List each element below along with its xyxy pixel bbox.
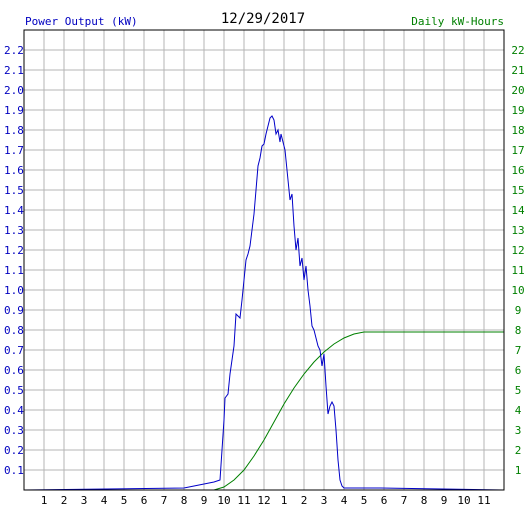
x-tick-label: 8	[181, 494, 188, 507]
y-left-tick-label: 0.1	[4, 464, 24, 477]
x-tick-label: 10	[457, 494, 470, 507]
y-right-tick-label: 16	[511, 164, 524, 177]
y-left-tick-label: 1.4	[4, 204, 24, 217]
x-tick-label: 4	[341, 494, 348, 507]
x-tick-label: 5	[361, 494, 368, 507]
y-right-tick-label: 17	[511, 144, 524, 157]
y-right-tick-label: 3	[515, 424, 522, 437]
x-tick-label: 6	[381, 494, 388, 507]
x-tick-label: 4	[101, 494, 108, 507]
tick-labels: 1 2 3 4 5 6 7 8 9 10 11 12 1 2 3 4 5 6 7 8 9 10 110.10.20.30.4…	[4, 44, 525, 507]
daily-kwh-line	[24, 331, 504, 491]
y-left-tick-label: 1.0	[4, 284, 24, 297]
y-left-tick-label: 2.1	[4, 64, 24, 77]
y-right-tick-label: 4	[515, 404, 522, 417]
y-right-tick-label: 13	[511, 224, 524, 237]
y-right-tick-label: 9	[515, 304, 522, 317]
y-left-tick-label: 0.8	[4, 324, 24, 337]
y-left-tick-label: 1.5	[4, 184, 24, 197]
right-axis-label: Daily kW-Hours	[411, 15, 504, 28]
x-tick-label: 11	[237, 494, 250, 507]
y-left-tick-label: 0.5	[4, 384, 24, 397]
x-tick-label: 7	[161, 494, 168, 507]
x-tick-label: 5	[121, 494, 128, 507]
chart-title: 12/29/2017	[221, 11, 305, 27]
x-tick-label: 3	[81, 494, 88, 507]
y-right-tick-label: 15	[511, 184, 524, 197]
y-left-tick-label: 1.9	[4, 104, 24, 117]
y-left-tick-label: 0.7	[4, 344, 24, 357]
y-left-tick-label: 1.6	[4, 164, 24, 177]
x-tick-label: 6	[141, 494, 148, 507]
y-right-tick-label: 7	[515, 344, 522, 357]
y-left-tick-label: 1.3	[4, 224, 24, 237]
y-right-tick-label: 1	[515, 464, 522, 477]
y-right-tick-label: 12	[511, 244, 524, 257]
y-left-tick-label: 1.2	[4, 244, 24, 257]
y-right-tick-label: 8	[515, 324, 522, 337]
y-left-tick-label: 0.3	[4, 424, 24, 437]
y-left-tick-label: 0.2	[4, 444, 24, 457]
x-tick-label: 9	[441, 494, 448, 507]
y-right-tick-label: 14	[511, 204, 525, 217]
y-right-tick-label: 5	[515, 384, 522, 397]
y-right-tick-label: 20	[511, 84, 524, 97]
x-tick-label: 1	[281, 494, 288, 507]
y-right-tick-label: 6	[515, 364, 522, 377]
y-left-tick-label: 0.9	[4, 304, 24, 317]
y-right-tick-label: 19	[511, 104, 524, 117]
x-tick-label: 2	[61, 494, 68, 507]
y-right-tick-label: 22	[511, 44, 524, 57]
x-tick-label: 7	[401, 494, 408, 507]
y-left-tick-label: 2.0	[4, 84, 24, 97]
left-axis-label: Power Output (kW)	[25, 15, 138, 28]
x-tick-label: 1	[41, 494, 48, 507]
x-tick-label: 9	[201, 494, 208, 507]
y-left-tick-label: 1.7	[4, 144, 24, 157]
y-left-tick-label: 0.4	[4, 404, 24, 417]
y-right-tick-label: 11	[511, 264, 524, 277]
y-left-tick-label: 2.2	[4, 44, 24, 57]
x-tick-label: 11	[477, 494, 490, 507]
y-left-tick-label: 1.8	[4, 124, 24, 137]
power-output-line	[23, 115, 505, 491]
y-right-tick-label: 21	[511, 64, 524, 77]
y-left-tick-label: 1.1	[4, 264, 24, 277]
y-left-tick-label: 0.6	[4, 364, 24, 377]
x-tick-label: 2	[301, 494, 308, 507]
plot-frame	[23, 29, 505, 491]
x-tick-label: 10	[217, 494, 230, 507]
y-right-tick-label: 18	[511, 124, 524, 137]
y-right-tick-label: 10	[511, 284, 524, 297]
series-lines	[23, 115, 505, 491]
x-tick-label: 3	[321, 494, 328, 507]
x-tick-label: 8	[421, 494, 428, 507]
grid	[24, 30, 504, 490]
x-tick-label: 12	[257, 494, 270, 507]
y-right-tick-label: 2	[515, 444, 522, 457]
